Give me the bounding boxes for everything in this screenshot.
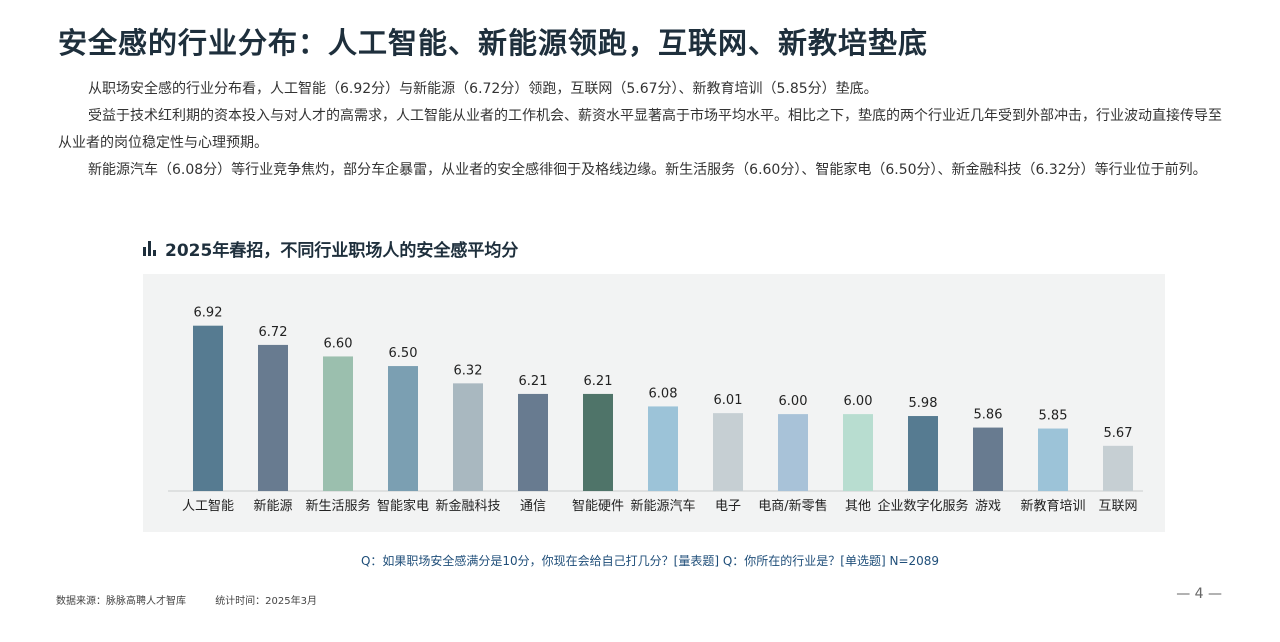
chart-title-text: 2025年春招，不同行业职场人的安全感平均分 [165, 241, 519, 261]
intro-paragraphs: 从职场安全感的行业分布看，人工智能（6.92分）与新能源（6.72分）领跑，互联… [58, 76, 1228, 184]
bar [388, 366, 418, 491]
category-label: 新教育培训 [1020, 498, 1085, 514]
bar [193, 325, 223, 491]
data-label: 5.67 [1104, 426, 1133, 441]
data-label: 6.60 [324, 336, 353, 351]
bar [973, 427, 1003, 491]
category-label: 新生活服务 [305, 498, 370, 514]
data-label: 6.21 [584, 374, 613, 389]
category-label: 游戏 [975, 499, 1001, 514]
data-label: 6.00 [844, 394, 873, 409]
category-label: 新能源汽车 [630, 498, 695, 514]
data-label: 6.01 [714, 393, 743, 408]
data-label: 5.86 [974, 408, 1003, 423]
data-label: 6.08 [649, 386, 678, 401]
bar [778, 414, 808, 491]
category-label: 其他 [845, 499, 871, 514]
survey-question: Q：如果职场安全感满分是10分，你现在会给自己打几分？[量表题] Q：你所在的行… [360, 554, 940, 568]
bar [713, 413, 743, 491]
bar [518, 393, 548, 491]
chart-title: 2025年春招，不同行业职场人的安全感平均分 [143, 236, 518, 261]
footer: 数据来源：脉脉高聘人才智库 统计时间：2025年3月 [56, 592, 343, 607]
bar-chart: 6.92 人工智能 6.72 新能源 6.60 新生活服务 6.50 智能家电 6.32 新金融科… [168, 306, 1143, 514]
category-label: 电子 [715, 499, 741, 514]
bar [1038, 428, 1068, 491]
data-source: 数据来源：脉脉高聘人才智库 [56, 596, 186, 607]
category-label: 智能硬件 [572, 499, 624, 514]
category-label: 人工智能 [182, 499, 234, 514]
category-label: 通信 [520, 499, 546, 514]
data-label: 6.72 [259, 325, 288, 340]
category-label: 电商/新零售 [758, 498, 827, 514]
data-label: 6.21 [519, 374, 548, 389]
page-title: 安全感的行业分布：人工智能、新能源领跑，互联网、新教培垫底 [58, 26, 929, 60]
data-label: 5.98 [909, 396, 938, 411]
data-label: 6.50 [389, 346, 418, 361]
data-label: 6.32 [454, 363, 483, 378]
bar [453, 383, 483, 491]
survey-time: 统计时间：2025年3月 [215, 596, 317, 607]
bar [258, 344, 288, 491]
data-label: 5.85 [1039, 409, 1068, 424]
bar-chart-icon [143, 241, 156, 256]
data-label: 6.00 [779, 394, 808, 409]
bar [843, 414, 873, 491]
paragraph-2: 受益于技术红利期的资本投入与对人才的高需求，人工智能从业者的工作机会、薪资水平显… [58, 108, 1222, 151]
paragraph-1: 从职场安全感的行业分布看，人工智能（6.92分）与新能源（6.72分）领跑，互联… [88, 81, 878, 97]
bar [323, 356, 353, 491]
category-label: 互联网 [1098, 499, 1137, 514]
category-label: 智能家电 [377, 498, 429, 514]
category-label: 新金融科技 [435, 498, 500, 514]
bar [1103, 445, 1133, 491]
bar [908, 416, 938, 491]
data-label: 6.92 [194, 306, 223, 321]
bar [648, 406, 678, 491]
page-number: — 4 — [1176, 586, 1222, 602]
category-label: 新能源 [253, 498, 292, 514]
bar [583, 393, 613, 491]
paragraph-3: 新能源汽车（6.08分）等行业竞争焦灼，部分车企暴雷，从业者的安全感徘徊于及格线… [88, 162, 1207, 178]
category-label: 企业数字化服务 [877, 498, 968, 514]
